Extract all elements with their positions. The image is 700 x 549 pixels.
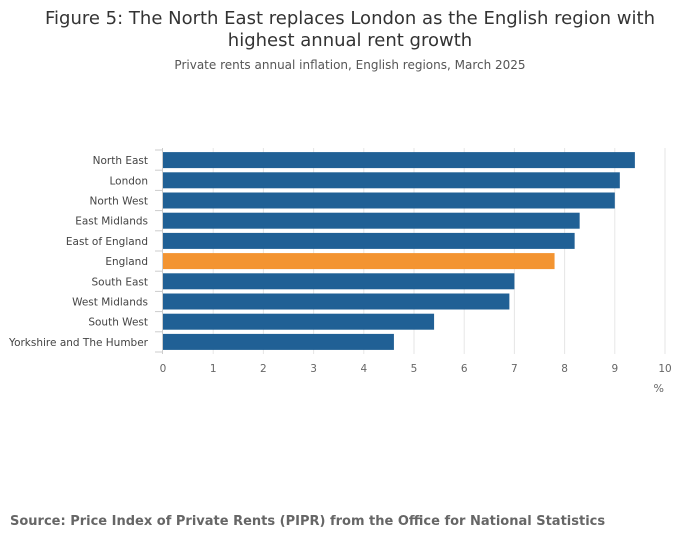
- category-label: East Midlands: [75, 216, 148, 228]
- bars: [163, 152, 635, 350]
- x-tick-labels: 0 1 2 3 4 5 6 7 8 9 10: [160, 363, 672, 375]
- bar-london: [163, 172, 620, 189]
- x-tick-label: 3: [310, 363, 317, 375]
- x-tick-label: 0: [160, 363, 167, 375]
- bar-south-west: [163, 313, 435, 330]
- x-tick-label: 5: [411, 363, 418, 375]
- bar-east-midlands: [163, 212, 580, 229]
- bar-east-of-england: [163, 232, 575, 249]
- x-tick-label: 1: [210, 363, 217, 375]
- x-tick-label: 9: [611, 363, 618, 375]
- bar-north-west: [163, 192, 615, 209]
- source-note: Source: Price Index of Private Rents (PI…: [10, 514, 606, 529]
- category-label: South West: [88, 317, 148, 329]
- x-tick-label: 6: [461, 363, 468, 375]
- category-label: East of England: [66, 236, 148, 248]
- x-axis-label: %: [654, 382, 664, 395]
- bar-south-east: [163, 273, 515, 290]
- category-label: England: [105, 256, 148, 268]
- category-label: West Midlands: [72, 297, 148, 309]
- x-tick-label: 2: [260, 363, 267, 375]
- category-label: North West: [89, 196, 148, 208]
- category-labels: North East London North West East Midlands E…: [8, 155, 149, 349]
- x-tick-label: 4: [360, 363, 367, 375]
- category-label: Yorkshire and The Humber: [8, 337, 149, 349]
- bar-north-east: [163, 152, 635, 169]
- bar-west-midlands: [163, 293, 510, 310]
- chart-subtitle: Private rents annual inflation, English …: [174, 58, 526, 72]
- x-tick-label: 8: [561, 363, 568, 375]
- category-label: North East: [93, 155, 148, 167]
- bar-yorkshire-and-the-humber: [163, 333, 394, 350]
- category-label: South East: [91, 276, 148, 288]
- category-label: London: [110, 175, 149, 187]
- bar-england: [163, 253, 555, 270]
- chart-title: Figure 5: The North East replaces London…: [45, 8, 655, 51]
- x-tick-label: 10: [658, 363, 671, 375]
- x-tick-label: 7: [511, 363, 518, 375]
